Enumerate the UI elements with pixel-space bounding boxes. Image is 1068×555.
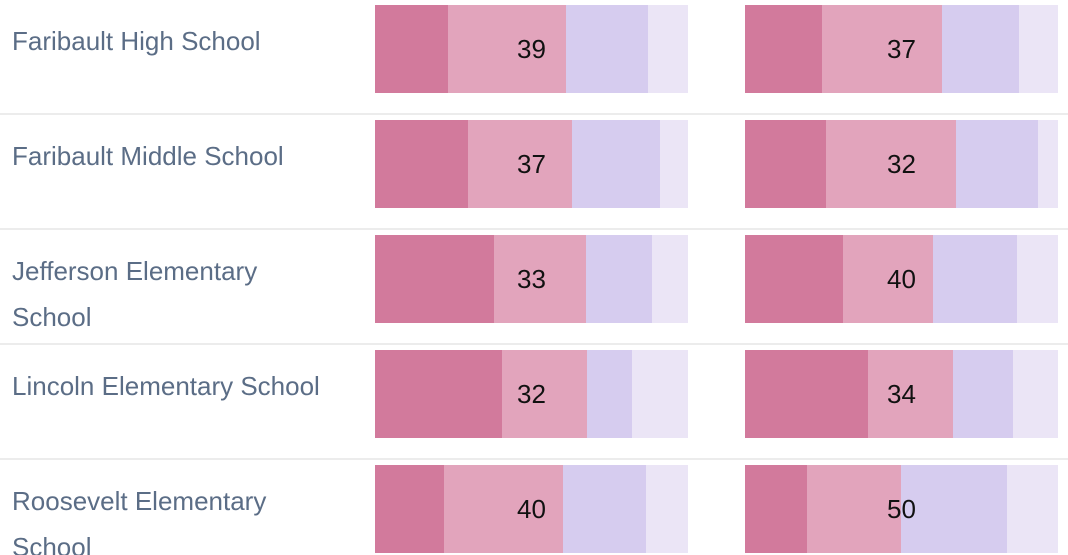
bar-segment — [806, 465, 901, 553]
bar-segment — [447, 5, 567, 93]
bar-segment — [632, 350, 688, 438]
bar-segment — [562, 465, 647, 553]
bar-label: 37 — [517, 148, 546, 179]
bar-segment — [956, 120, 1038, 208]
stacked-bar: 37 — [375, 120, 688, 208]
bar-segment — [587, 350, 633, 438]
bar-segment — [745, 5, 823, 93]
school-row: Faribault Middle School 37 32 — [0, 115, 1068, 230]
bar-label: 32 — [517, 378, 546, 409]
bar-segment — [585, 235, 652, 323]
school-row: Jefferson Elementary School 33 40 — [0, 230, 1068, 345]
bar-segment — [745, 120, 827, 208]
bar-segment — [1012, 350, 1058, 438]
bar-segment — [443, 465, 563, 553]
bar-label: 39 — [517, 33, 546, 64]
bar-label: 40 — [887, 263, 916, 294]
stacked-bar: 40 — [745, 235, 1058, 323]
stacked-bar: 50 — [745, 465, 1058, 553]
bar-label: 34 — [887, 378, 916, 409]
bar-segment — [375, 465, 444, 553]
bar-segment — [1007, 465, 1058, 553]
bar-segment — [745, 350, 868, 438]
bar-label: 37 — [887, 33, 916, 64]
bar-label: 50 — [887, 493, 916, 524]
bar-segment — [502, 350, 588, 438]
stacked-bar: 34 — [745, 350, 1058, 438]
bar-segment — [468, 120, 573, 208]
bar-segment — [375, 235, 495, 323]
bar-segment — [659, 120, 688, 208]
bar-segment — [933, 235, 1018, 323]
bar-segment — [651, 235, 688, 323]
bar-segment — [941, 5, 1020, 93]
bar-segment — [1019, 5, 1058, 93]
school-name: Roosevelt Elementary School — [12, 486, 267, 555]
stacked-bar: 33 — [375, 235, 688, 323]
bar-segment — [900, 465, 1008, 553]
bar-label: 32 — [887, 148, 916, 179]
bar-segment — [572, 120, 660, 208]
bar-segment — [745, 465, 807, 553]
bar-segment — [375, 350, 503, 438]
school-name: Lincoln Elementary School — [12, 371, 320, 401]
school-row: Lincoln Elementary School 32 34 — [0, 345, 1068, 460]
stacked-bar: 40 — [375, 465, 688, 553]
bar-segment — [375, 120, 469, 208]
stacked-bar: 37 — [745, 5, 1058, 93]
bar-segment — [822, 5, 942, 93]
bar-segment — [375, 5, 448, 93]
bar-segment — [648, 5, 688, 93]
bar-segment — [867, 350, 953, 438]
bar-segment — [745, 235, 843, 323]
school-name: Jefferson Elementary School — [12, 256, 258, 332]
stacked-bar: 39 — [375, 5, 688, 93]
bar-segment — [1037, 120, 1058, 208]
bar-segment — [826, 120, 957, 208]
school-row: Roosevelt Elementary School 40 50 — [0, 460, 1068, 555]
bar-segment — [566, 5, 649, 93]
bar-label: 33 — [517, 263, 546, 294]
school-row: Faribault High School 39 37 — [0, 0, 1068, 115]
bar-segment — [494, 235, 586, 323]
school-name: Faribault High School — [12, 26, 261, 56]
bar-label: 40 — [517, 493, 546, 524]
school-name: Faribault Middle School — [12, 141, 284, 171]
bar-segment — [952, 350, 1013, 438]
stacked-bar: 32 — [745, 120, 1058, 208]
bar-segment — [646, 465, 688, 553]
stacked-bar: 32 — [375, 350, 688, 438]
bar-segment — [1017, 235, 1058, 323]
bar-segment — [842, 235, 934, 323]
